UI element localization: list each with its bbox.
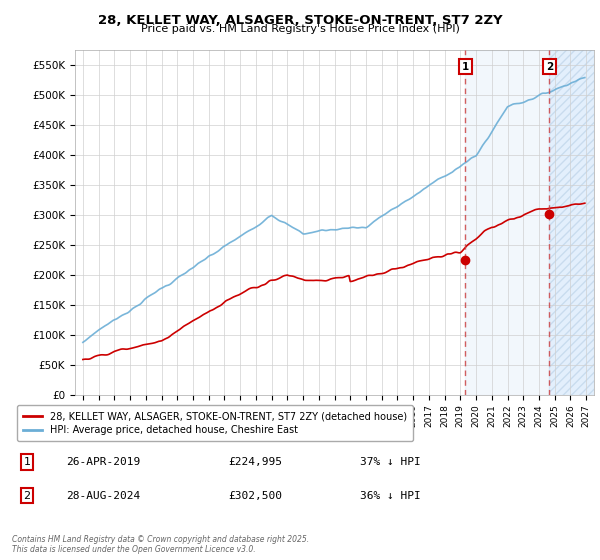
Text: 28-AUG-2024: 28-AUG-2024 — [66, 491, 140, 501]
Text: 2: 2 — [546, 62, 553, 72]
Text: Contains HM Land Registry data © Crown copyright and database right 2025.
This d: Contains HM Land Registry data © Crown c… — [12, 535, 309, 554]
Text: 1: 1 — [462, 62, 469, 72]
Text: Price paid vs. HM Land Registry's House Price Index (HPI): Price paid vs. HM Land Registry's House … — [140, 24, 460, 34]
Text: 37% ↓ HPI: 37% ↓ HPI — [360, 457, 421, 467]
Text: 1: 1 — [23, 457, 31, 467]
Text: 26-APR-2019: 26-APR-2019 — [66, 457, 140, 467]
Bar — [550, 50, 594, 395]
Text: 2: 2 — [23, 491, 31, 501]
Bar — [466, 50, 550, 395]
Text: 36% ↓ HPI: 36% ↓ HPI — [360, 491, 421, 501]
Text: 28, KELLET WAY, ALSAGER, STOKE-ON-TRENT, ST7 2ZY: 28, KELLET WAY, ALSAGER, STOKE-ON-TRENT,… — [98, 14, 502, 27]
Bar — [550, 50, 594, 395]
Legend: 28, KELLET WAY, ALSAGER, STOKE-ON-TRENT, ST7 2ZY (detached house), HPI: Average : 28, KELLET WAY, ALSAGER, STOKE-ON-TRENT,… — [17, 405, 413, 441]
Text: £224,995: £224,995 — [228, 457, 282, 467]
Text: £302,500: £302,500 — [228, 491, 282, 501]
